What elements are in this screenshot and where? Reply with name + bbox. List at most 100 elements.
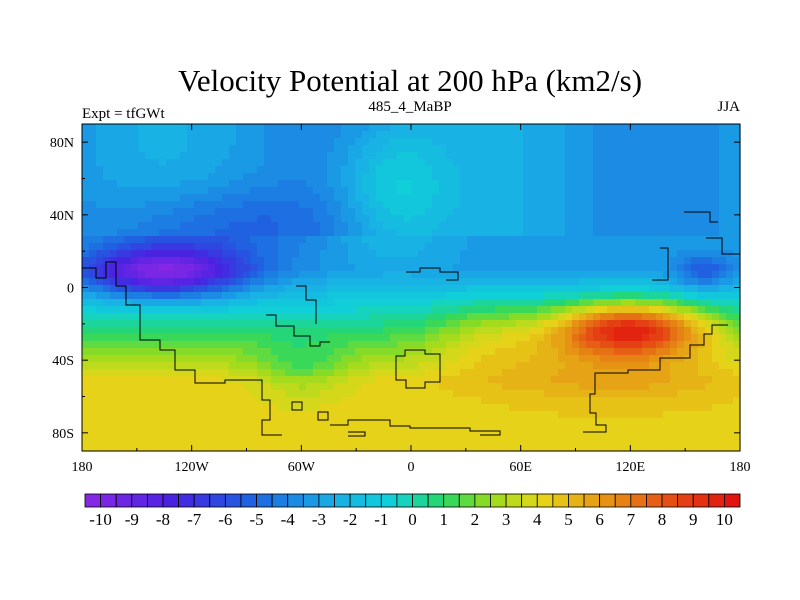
field-cell: [586, 285, 594, 293]
field-cell: [530, 390, 538, 398]
field-cell: [145, 152, 153, 160]
field-cell: [523, 313, 531, 321]
field-cell: [656, 152, 664, 160]
field-cell: [110, 278, 118, 286]
field-cell: [285, 418, 293, 426]
field-cell: [145, 264, 153, 272]
field-cell: [712, 271, 720, 279]
field-cell: [425, 313, 433, 321]
field-cell: [299, 313, 307, 321]
field-cell: [327, 285, 335, 293]
colorbar-swatch: [334, 493, 351, 508]
field-cell: [271, 299, 279, 307]
field-cell: [537, 250, 545, 258]
field-cell: [712, 383, 720, 391]
field-cell: [495, 187, 503, 195]
field-cell: [82, 124, 90, 132]
field-cell: [719, 243, 727, 251]
field-cell: [166, 124, 174, 132]
field-cell: [180, 194, 188, 202]
field-cell: [404, 187, 412, 195]
field-cell: [502, 271, 510, 279]
field-cell: [551, 376, 559, 384]
field-cell: [250, 362, 258, 370]
field-cell: [579, 404, 587, 412]
field-cell: [285, 306, 293, 314]
field-cell: [103, 341, 111, 349]
field-cell: [173, 341, 181, 349]
field-cell: [124, 327, 132, 335]
field-cell: [103, 236, 111, 244]
field-cell: [215, 285, 223, 293]
field-cell: [628, 166, 636, 174]
field-cell: [488, 264, 496, 272]
field-cell: [117, 208, 125, 216]
field-cell: [131, 243, 139, 251]
field-cell: [621, 327, 629, 335]
colorbar-swatch: [692, 493, 710, 508]
field-cell: [208, 292, 216, 300]
field-cell: [187, 411, 195, 419]
field-cell: [306, 222, 314, 230]
field-cell: [558, 299, 566, 307]
field-cell: [208, 173, 216, 181]
field-cell: [670, 180, 678, 188]
field-cell: [250, 229, 258, 237]
field-cell: [544, 124, 552, 132]
field-cell: [537, 334, 545, 342]
field-cell: [236, 124, 244, 132]
field-cell: [411, 369, 419, 377]
field-cell: [320, 243, 328, 251]
field-cell: [89, 271, 97, 279]
field-cell: [383, 383, 391, 391]
field-cell: [551, 355, 559, 363]
field-cell: [733, 236, 741, 244]
field-cell: [544, 201, 552, 209]
field-cell: [292, 278, 300, 286]
field-cell: [719, 411, 727, 419]
field-cell: [110, 362, 118, 370]
field-cell: [243, 334, 251, 342]
field-cell: [530, 194, 538, 202]
field-cell: [173, 285, 181, 293]
field-cell: [628, 439, 636, 447]
field-cell: [719, 404, 727, 412]
field-cell: [306, 145, 314, 153]
field-cell: [159, 264, 167, 272]
field-cell: [362, 159, 370, 167]
field-cell: [537, 299, 545, 307]
field-cell: [124, 397, 132, 405]
field-cell: [404, 299, 412, 307]
field-cell: [425, 390, 433, 398]
field-cell: [558, 271, 566, 279]
field-cell: [544, 194, 552, 202]
field-cell: [334, 341, 342, 349]
field-cell: [523, 299, 531, 307]
field-cell: [166, 292, 174, 300]
field-cell: [446, 411, 454, 419]
field-cell: [474, 313, 482, 321]
field-cell: [677, 369, 685, 377]
field-cell: [138, 215, 146, 223]
field-cell: [320, 131, 328, 139]
field-cell: [712, 313, 720, 321]
field-cell: [313, 138, 321, 146]
field-cell: [502, 341, 510, 349]
field-cell: [236, 432, 244, 440]
field-cell: [194, 383, 202, 391]
field-cell: [103, 138, 111, 146]
field-cell: [82, 187, 90, 195]
field-cell: [474, 250, 482, 258]
field-cell: [635, 425, 643, 433]
field-cell: [243, 271, 251, 279]
field-cell: [628, 334, 636, 342]
field-cell: [110, 418, 118, 426]
field-cell: [362, 383, 370, 391]
field-cell: [243, 439, 251, 447]
field-cell: [376, 299, 384, 307]
x-tick-label: 60E: [509, 460, 532, 475]
field-cell: [124, 201, 132, 209]
field-cell: [628, 124, 636, 132]
field-cell: [572, 264, 580, 272]
field-cell: [663, 355, 671, 363]
